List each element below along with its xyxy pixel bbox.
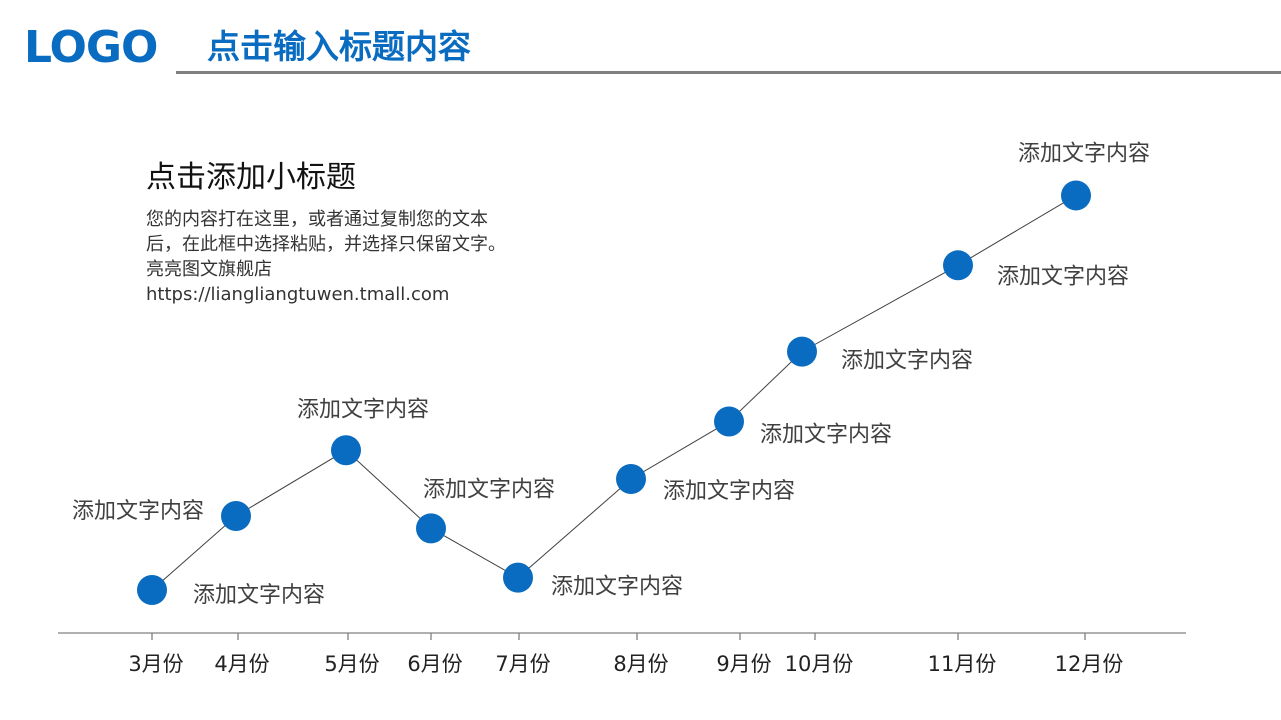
body-line: https://liangliangtuwen.tmall.com (146, 284, 450, 305)
timeline-point (503, 562, 533, 593)
month-label: 4月份 (214, 652, 269, 676)
point-label: 添加文字内容 (663, 479, 795, 504)
point-label: 添加文字内容 (423, 477, 555, 502)
logo: LOGO (24, 22, 158, 73)
point-label: 添加文字内容 (760, 422, 892, 447)
month-label: 10月份 (785, 652, 854, 676)
month-label: 6月份 (407, 652, 462, 676)
timeline-point (137, 575, 167, 605)
timeline-line (151, 195, 1077, 591)
timeline-point (221, 501, 251, 532)
month-label: 5月份 (324, 652, 379, 676)
timeline-point (714, 406, 744, 437)
point-label: 添加文字内容 (997, 264, 1129, 289)
point-label: 添加文字内容 (551, 575, 683, 600)
timeline-point (416, 513, 446, 544)
point-label: 添加文字内容 (297, 397, 429, 422)
month-label: 12月份 (1055, 652, 1124, 676)
body-line: 后，在此框中选择粘贴，并选择只保留文字。 (146, 234, 506, 255)
page-title[interactable]: 点击输入标题内容 (207, 27, 471, 66)
month-label: 3月份 (128, 652, 183, 676)
month-label: 11月份 (928, 652, 997, 676)
body-text[interactable]: 您的内容打在这里，或者通过复制您的文本 后，在此框中选择粘贴，并选择只保留文字。… (146, 207, 506, 307)
timeline-point (943, 250, 973, 281)
point-label: 添加文字内容 (841, 349, 973, 374)
month-label: 8月份 (613, 652, 668, 676)
timeline-point (1061, 180, 1091, 211)
month-label: 9月份 (716, 652, 771, 676)
point-label: 添加文字内容 (193, 583, 325, 608)
body-line: 您的内容打在这里，或者通过复制您的文本 (146, 209, 488, 230)
body-line: 亮亮图文旗舰店 (146, 259, 272, 280)
timeline-point (787, 336, 817, 367)
title-divider (176, 71, 1281, 74)
point-label: 添加文字内容 (1018, 141, 1150, 166)
timeline-point (616, 464, 646, 495)
subtitle[interactable]: 点击添加小标题 (146, 160, 356, 195)
month-label: 7月份 (495, 652, 550, 676)
timeline-point (331, 435, 361, 466)
point-label: 添加文字内容 (72, 499, 204, 524)
